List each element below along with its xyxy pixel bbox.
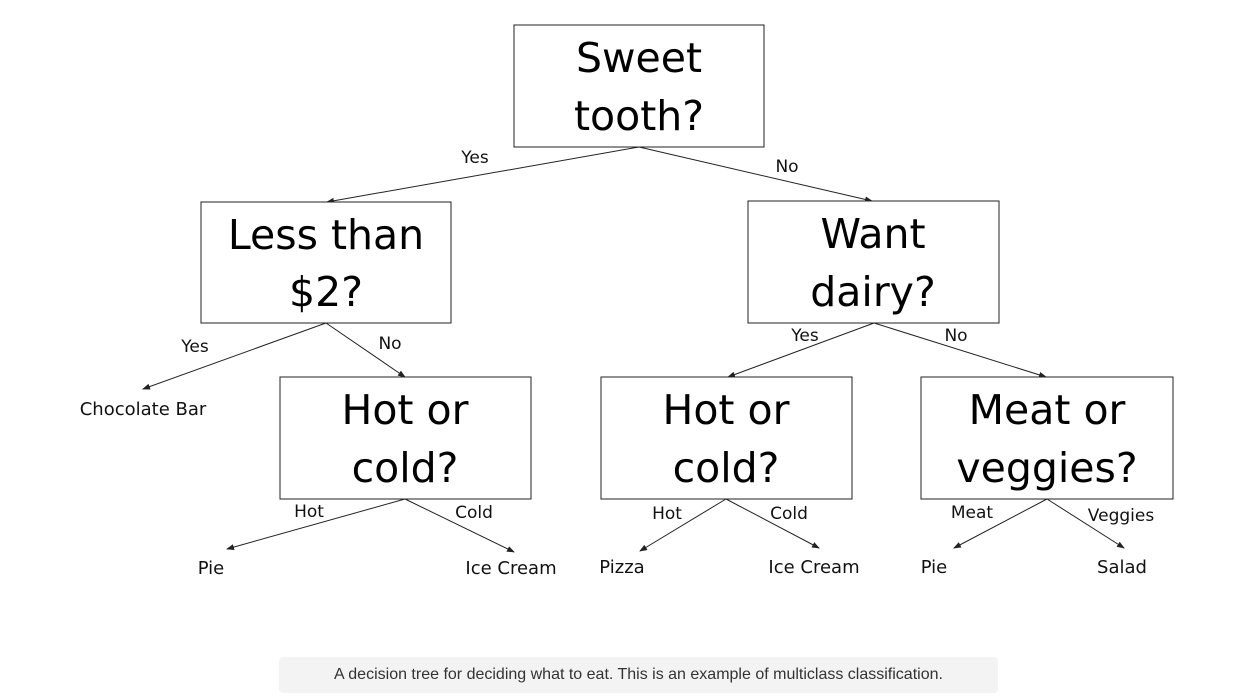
leaf-pizza: Pizza bbox=[599, 557, 644, 578]
node-meat-or-veggies-line1: Meat or bbox=[969, 386, 1126, 434]
edge-price-no bbox=[325, 322, 406, 378]
leaf-chocolate-bar: Chocolate Bar bbox=[80, 399, 207, 420]
node-meat-or-veggies: Meat or veggies? bbox=[920, 376, 1174, 500]
edge-label-root-yes: Yes bbox=[460, 148, 489, 168]
leaf-pie-right: Pie bbox=[921, 557, 948, 578]
edge-root-yes bbox=[326, 146, 640, 204]
node-meat-or-veggies-line2: veggies? bbox=[956, 444, 1137, 492]
leaf-ice-cream-right: Ice Cream bbox=[768, 557, 859, 578]
edge-label-temp-right-hot: Hot bbox=[652, 504, 682, 524]
node-sweet-tooth: Sweet tooth? bbox=[513, 24, 765, 148]
leaf-ice-cream-left: Ice Cream bbox=[465, 558, 556, 579]
node-want-dairy: Want dairy? bbox=[747, 200, 1000, 324]
node-sweet-tooth-line2: tooth? bbox=[574, 92, 704, 140]
node-hot-or-cold-right-line1: Hot or bbox=[663, 386, 790, 434]
edge-label-meat-veggies: Veggies bbox=[1088, 506, 1155, 526]
edge-label-price-no: No bbox=[378, 334, 401, 354]
node-want-dairy-line2: dairy? bbox=[810, 268, 935, 316]
leaf-pie-left: Pie bbox=[198, 558, 225, 579]
node-less-than-2: Less than $2? bbox=[200, 201, 452, 324]
node-hot-or-cold-left-line2: cold? bbox=[352, 444, 459, 492]
figure-caption: A decision tree for deciding what to eat… bbox=[279, 657, 998, 693]
leaf-salad: Salad bbox=[1097, 557, 1147, 578]
edge-temp-left-hot bbox=[226, 498, 406, 550]
edge-label-meat-meat: Meat bbox=[951, 503, 994, 523]
edge-meat-meat bbox=[953, 498, 1048, 549]
node-want-dairy-line1: Want bbox=[820, 210, 925, 258]
edge-price-yes bbox=[142, 322, 327, 390]
edge-label-temp-left-hot: Hot bbox=[294, 502, 324, 522]
node-hot-or-cold-left: Hot or cold? bbox=[279, 376, 532, 500]
edge-temp-right-hot bbox=[639, 498, 727, 552]
edge-root-no bbox=[638, 146, 873, 203]
edge-label-temp-left-cold: Cold bbox=[455, 503, 493, 523]
node-sweet-tooth-line1: Sweet bbox=[576, 34, 702, 82]
edge-temp-left-cold bbox=[404, 498, 515, 553]
edge-label-dairy-yes: Yes bbox=[790, 326, 819, 346]
node-hot-or-cold-right-line2: cold? bbox=[673, 444, 780, 492]
edge-dairy-no bbox=[873, 322, 1047, 378]
node-hot-or-cold-right: Hot or cold? bbox=[600, 376, 853, 500]
node-less-than-2-line1: Less than bbox=[228, 211, 424, 259]
decision-tree-diagram: Yes No Yes No Yes No Hot Cold Hot Cold M… bbox=[80, 24, 1174, 579]
node-less-than-2-line2: $2? bbox=[289, 268, 363, 316]
edge-temp-right-cold bbox=[725, 498, 820, 549]
edge-meat-veggies bbox=[1046, 498, 1125, 549]
edge-label-price-yes: Yes bbox=[180, 337, 209, 357]
edge-label-dairy-no: No bbox=[944, 326, 967, 346]
node-hot-or-cold-left-line1: Hot or bbox=[342, 386, 469, 434]
edge-label-root-no: No bbox=[775, 157, 798, 177]
edge-dairy-yes bbox=[727, 322, 875, 378]
edge-label-temp-right-cold: Cold bbox=[770, 504, 808, 524]
